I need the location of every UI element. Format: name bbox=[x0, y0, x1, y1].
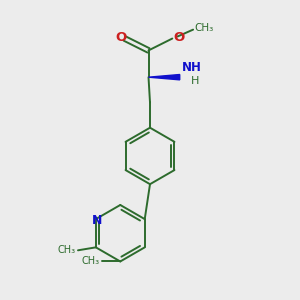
Text: O: O bbox=[116, 31, 127, 44]
Text: CH₃: CH₃ bbox=[58, 245, 76, 255]
Text: NH: NH bbox=[182, 61, 202, 74]
Text: O: O bbox=[173, 31, 185, 44]
Polygon shape bbox=[148, 74, 180, 80]
Text: CH₃: CH₃ bbox=[195, 23, 214, 33]
Text: CH₃: CH₃ bbox=[82, 256, 100, 266]
Text: H: H bbox=[191, 76, 200, 86]
Text: N: N bbox=[92, 214, 103, 227]
